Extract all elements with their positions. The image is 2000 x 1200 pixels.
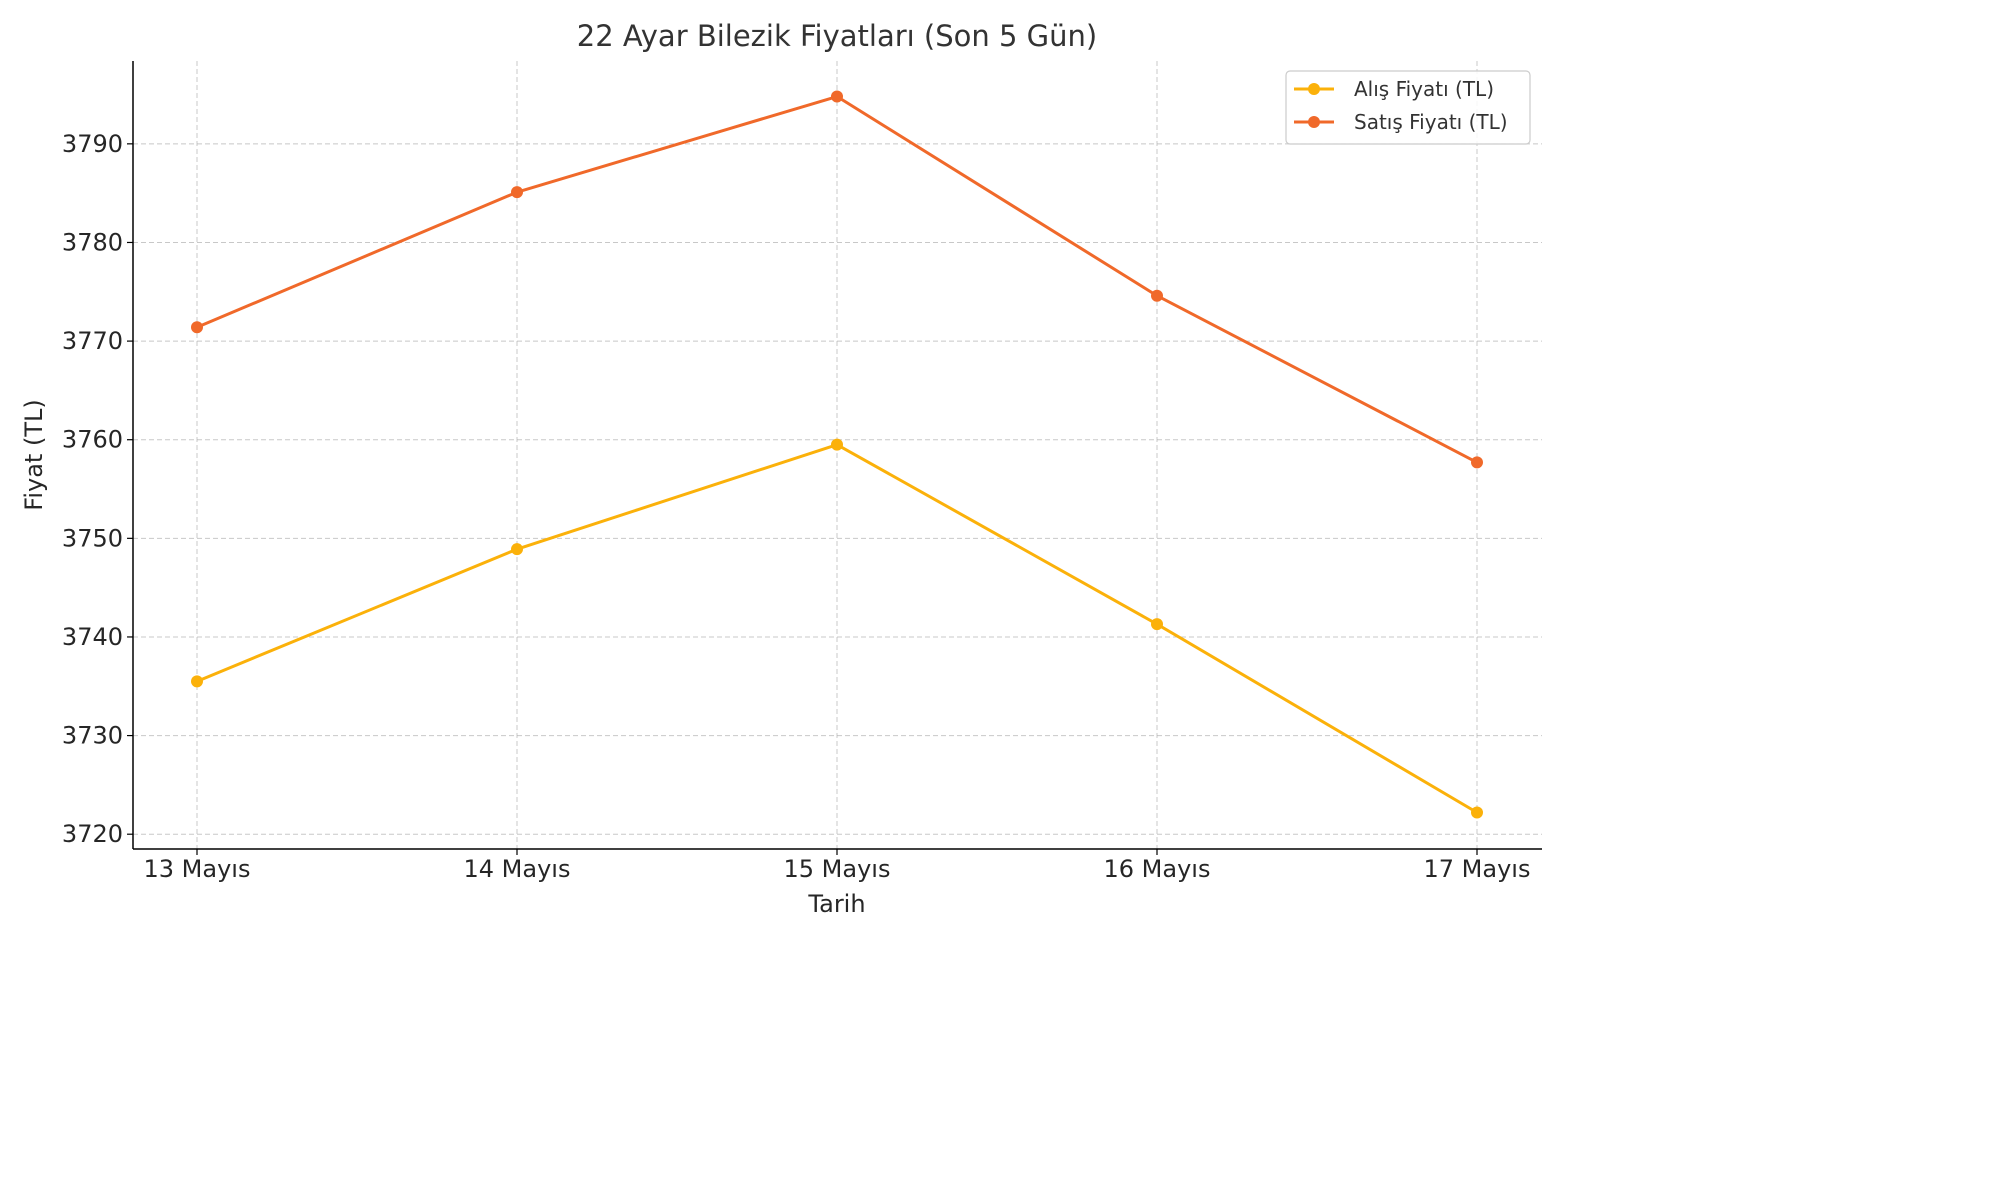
chart-background: [0, 0, 1564, 937]
data-point-satis: [511, 186, 523, 199]
x-tick-label: 13 Mayıs: [144, 855, 251, 883]
y-tick-label: 3760: [62, 426, 123, 454]
y-tick-label: 3780: [62, 228, 123, 256]
legend-entry-satis: Satış Fiyatı (TL): [1294, 110, 1508, 134]
data-point-alis: [1471, 806, 1483, 819]
legend: Alış Fiyatı (TL) Satış Fiyatı (TL): [1285, 70, 1531, 145]
data-point-satis: [1471, 456, 1483, 469]
legend-marker-satis: [1308, 116, 1320, 128]
data-point-alis: [831, 438, 843, 451]
legend-marker-alis: [1308, 83, 1320, 95]
legend-entry-alis: Alış Fiyatı (TL): [1294, 77, 1494, 101]
axes: [127, 61, 1542, 855]
data-point-alis: [191, 675, 203, 688]
x-tick-label: 14 Mayıs: [464, 855, 571, 883]
x-tick-label: 16 Mayıs: [1104, 855, 1211, 883]
series-alis: [191, 438, 1483, 819]
line-chart: 13 Mayıs 14 Mayıs 15 Mayıs 16 Mayıs 17 Mayıs…: [0, 0, 1564, 937]
x-tick-label: 17 Mayıs: [1424, 855, 1531, 883]
data-point-alis: [1151, 618, 1163, 631]
chart-container: 13 Mayıs 14 Mayıs 15 Mayıs 16 Mayıs 17 Mayıs…: [0, 0, 1564, 937]
y-tick-label: 3730: [62, 722, 123, 750]
data-point-satis: [191, 321, 203, 334]
y-tick-label: 3750: [62, 524, 123, 552]
series-satis: [191, 90, 1483, 469]
y-axis-label: Fiyat (TL): [20, 399, 48, 510]
series-layer: [191, 90, 1483, 819]
y-tick-label: 3720: [62, 820, 123, 848]
data-point-alis: [511, 543, 523, 556]
data-point-satis: [831, 90, 843, 103]
x-tick-label: 15 Mayıs: [784, 855, 891, 883]
tick-labels: 13 Mayıs 14 Mayıs 15 Mayıs 16 Mayıs 17 Mayıs…: [62, 130, 1531, 883]
legend-label-satis: Satış Fiyatı (TL): [1354, 110, 1508, 134]
data-point-satis: [1151, 289, 1163, 302]
y-tick-label: 3740: [62, 623, 123, 651]
y-tick-label: 3770: [62, 327, 123, 355]
x-axis-label: Tarih: [807, 890, 865, 918]
legend-label-alis: Alış Fiyatı (TL): [1354, 77, 1494, 101]
legend-box: [1285, 70, 1531, 145]
chart-title: 22 Ayar Bilezik Fiyatları (Son 5 Gün): [577, 19, 1097, 53]
y-tick-label: 3790: [62, 130, 123, 158]
